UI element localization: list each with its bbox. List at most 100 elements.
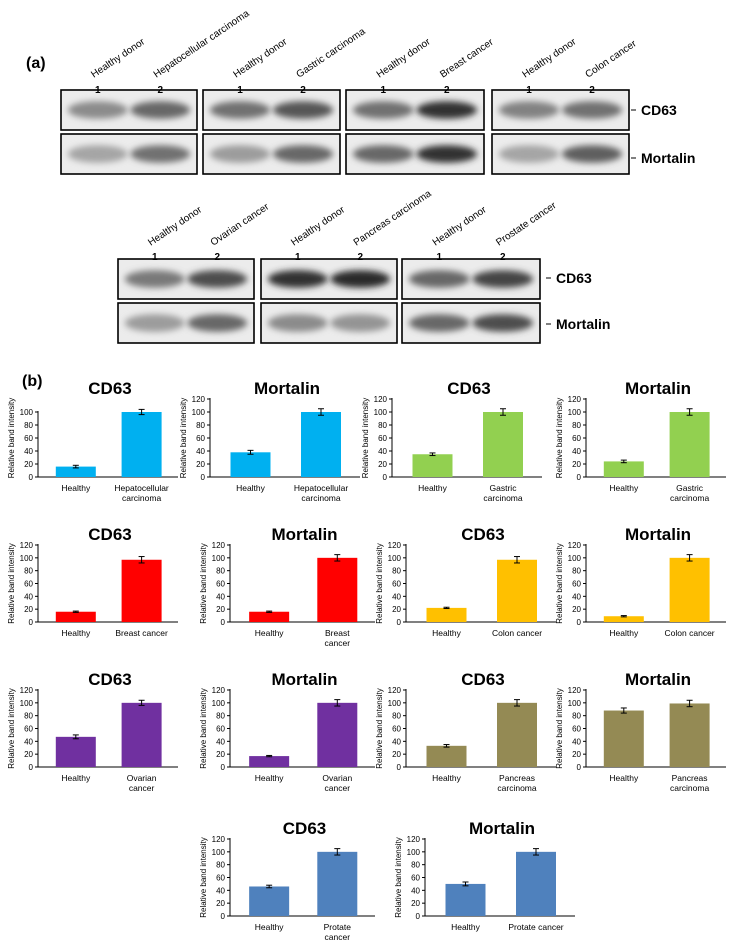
blot-band <box>330 314 391 332</box>
y-tick-label: 0 <box>397 763 402 772</box>
bar-chart-2: Mortalin Relative band intensity 0 20 40 60 80… <box>179 379 360 503</box>
blot-row1-2: Healthy donor Gastric carcinoma 1 2 <box>202 26 368 175</box>
blot-row1-4: Healthy donor Colon cancer 1 2 <box>491 36 640 175</box>
y-axis-label: Relative band intensity <box>375 688 384 769</box>
y-tick-label: 100 <box>568 699 582 708</box>
lane-number: 1 <box>237 85 243 96</box>
y-tick-label: 120 <box>407 835 421 844</box>
bar-chart-9: CD63 Relative band intensity 0 20 40 60 80 100 1… <box>7 670 178 793</box>
bar-colon-cancer <box>497 559 537 622</box>
y-tick-label: 20 <box>378 460 387 469</box>
y-tick-label: 120 <box>192 395 206 404</box>
x-category-label: Colon cancer <box>492 628 542 638</box>
y-tick-label: 120 <box>20 686 34 695</box>
blot-band <box>498 101 560 119</box>
y-tick-label: 0 <box>29 618 34 627</box>
blot-band <box>67 101 128 119</box>
y-tick-label: 80 <box>378 421 387 430</box>
lane-label: Gastric carcinoma <box>295 26 368 80</box>
y-tick-label: 0 <box>201 473 206 482</box>
y-axis-label: Relative band intensity <box>361 398 370 479</box>
x-category-label: Hepatocellular carcinoma <box>114 483 169 503</box>
y-tick-label: 20 <box>216 899 225 908</box>
bar-hepatocellular-carcinoma <box>121 412 162 477</box>
lane-label: Colon cancer <box>584 38 640 80</box>
y-tick-label: 40 <box>572 737 581 746</box>
lane-number: 1 <box>95 85 101 96</box>
bar-healthy <box>55 466 96 477</box>
y-tick-label: 40 <box>392 737 401 746</box>
y-tick-label: 60 <box>572 725 581 734</box>
y-tick-label: 0 <box>577 763 582 772</box>
chart-title: Mortalin <box>625 379 691 398</box>
y-tick-label: 20 <box>411 899 420 908</box>
y-axis-label: Relative band intensity <box>375 543 384 624</box>
blot-band <box>124 314 185 332</box>
blot-band <box>408 314 470 332</box>
lane-label: Healthy donor <box>521 36 579 80</box>
bar-healthy <box>445 883 486 916</box>
y-axis-label: Relative band intensity <box>555 398 564 479</box>
y-tick-label: 20 <box>24 605 33 614</box>
y-tick-label: 60 <box>24 725 33 734</box>
x-category-label: Healthy <box>418 483 448 493</box>
y-tick-label: 20 <box>24 750 33 759</box>
y-tick-label: 0 <box>29 473 34 482</box>
y-tick-label: 60 <box>392 725 401 734</box>
bar-chart-3: CD63 Relative band intensity 0 20 40 60 80 100 1… <box>361 379 542 503</box>
y-tick-label: 20 <box>572 750 581 759</box>
lane-number: 2 <box>500 252 506 263</box>
y-tick-label: 100 <box>212 699 226 708</box>
lane-number: 2 <box>444 85 450 96</box>
blot-band <box>472 270 534 288</box>
x-category-label: Gastric carcinoma <box>483 483 522 503</box>
bar-healthy <box>55 736 96 767</box>
bar-gastric-carcinoma <box>483 412 523 477</box>
y-tick-label: 60 <box>24 434 33 443</box>
bar-gastric-carcinoma <box>669 412 710 477</box>
y-tick-label: 0 <box>383 473 388 482</box>
bar-healthy <box>55 611 96 622</box>
bar-breast-cancer <box>317 557 358 622</box>
bar-ovarian-cancer <box>317 702 358 767</box>
y-tick-label: 60 <box>24 580 33 589</box>
y-tick-label: 0 <box>29 763 34 772</box>
y-tick-label: 120 <box>212 541 226 550</box>
y-tick-label: 120 <box>568 541 582 550</box>
lane-number: 2 <box>157 85 163 96</box>
bar-chart-5: CD63 Relative band intensity 0 20 40 60 80 100 1… <box>7 525 178 638</box>
x-category-label: Healthy <box>432 628 462 638</box>
y-axis-label: Relative band intensity <box>394 837 403 918</box>
y-tick-label: 60 <box>216 725 225 734</box>
blot-band <box>561 101 623 119</box>
blot-band <box>416 145 478 163</box>
blot-band <box>416 101 478 119</box>
y-tick-label: 60 <box>392 580 401 589</box>
bar-colon-cancer <box>669 557 710 622</box>
bar-chart-7: CD63 Relative band intensity 0 20 40 60 80 100 1… <box>375 525 556 638</box>
y-tick-label: 100 <box>20 408 34 417</box>
y-tick-label: 100 <box>568 408 582 417</box>
y-tick-label: 60 <box>411 874 420 883</box>
y-tick-label: 0 <box>221 618 226 627</box>
lane-number: 2 <box>357 252 363 263</box>
chart-title: Mortalin <box>625 670 691 689</box>
blot-band <box>352 145 414 163</box>
x-category-label: Breast cancer <box>325 628 351 648</box>
blot-band <box>498 145 560 163</box>
lane-label: Breast cancer <box>438 36 496 80</box>
bar-chart-4: Mortalin Relative band intensity 0 20 40 60 80… <box>555 379 726 503</box>
y-tick-label: 0 <box>577 473 582 482</box>
x-category-label: Ovarian cancer <box>127 773 157 793</box>
marker-label-cd63: CD63 <box>556 270 592 286</box>
y-axis-label: Relative band intensity <box>199 688 208 769</box>
chart-title: CD63 <box>88 670 131 689</box>
chart-title: CD63 <box>461 525 504 544</box>
y-tick-label: 100 <box>212 554 226 563</box>
x-category-label: Healthy <box>255 628 285 638</box>
bar-chart-13: CD63 Relative band intensity 0 20 40 60 80 100 1… <box>199 819 375 942</box>
y-tick-label: 40 <box>216 737 225 746</box>
y-axis-label: Relative band intensity <box>7 688 16 769</box>
